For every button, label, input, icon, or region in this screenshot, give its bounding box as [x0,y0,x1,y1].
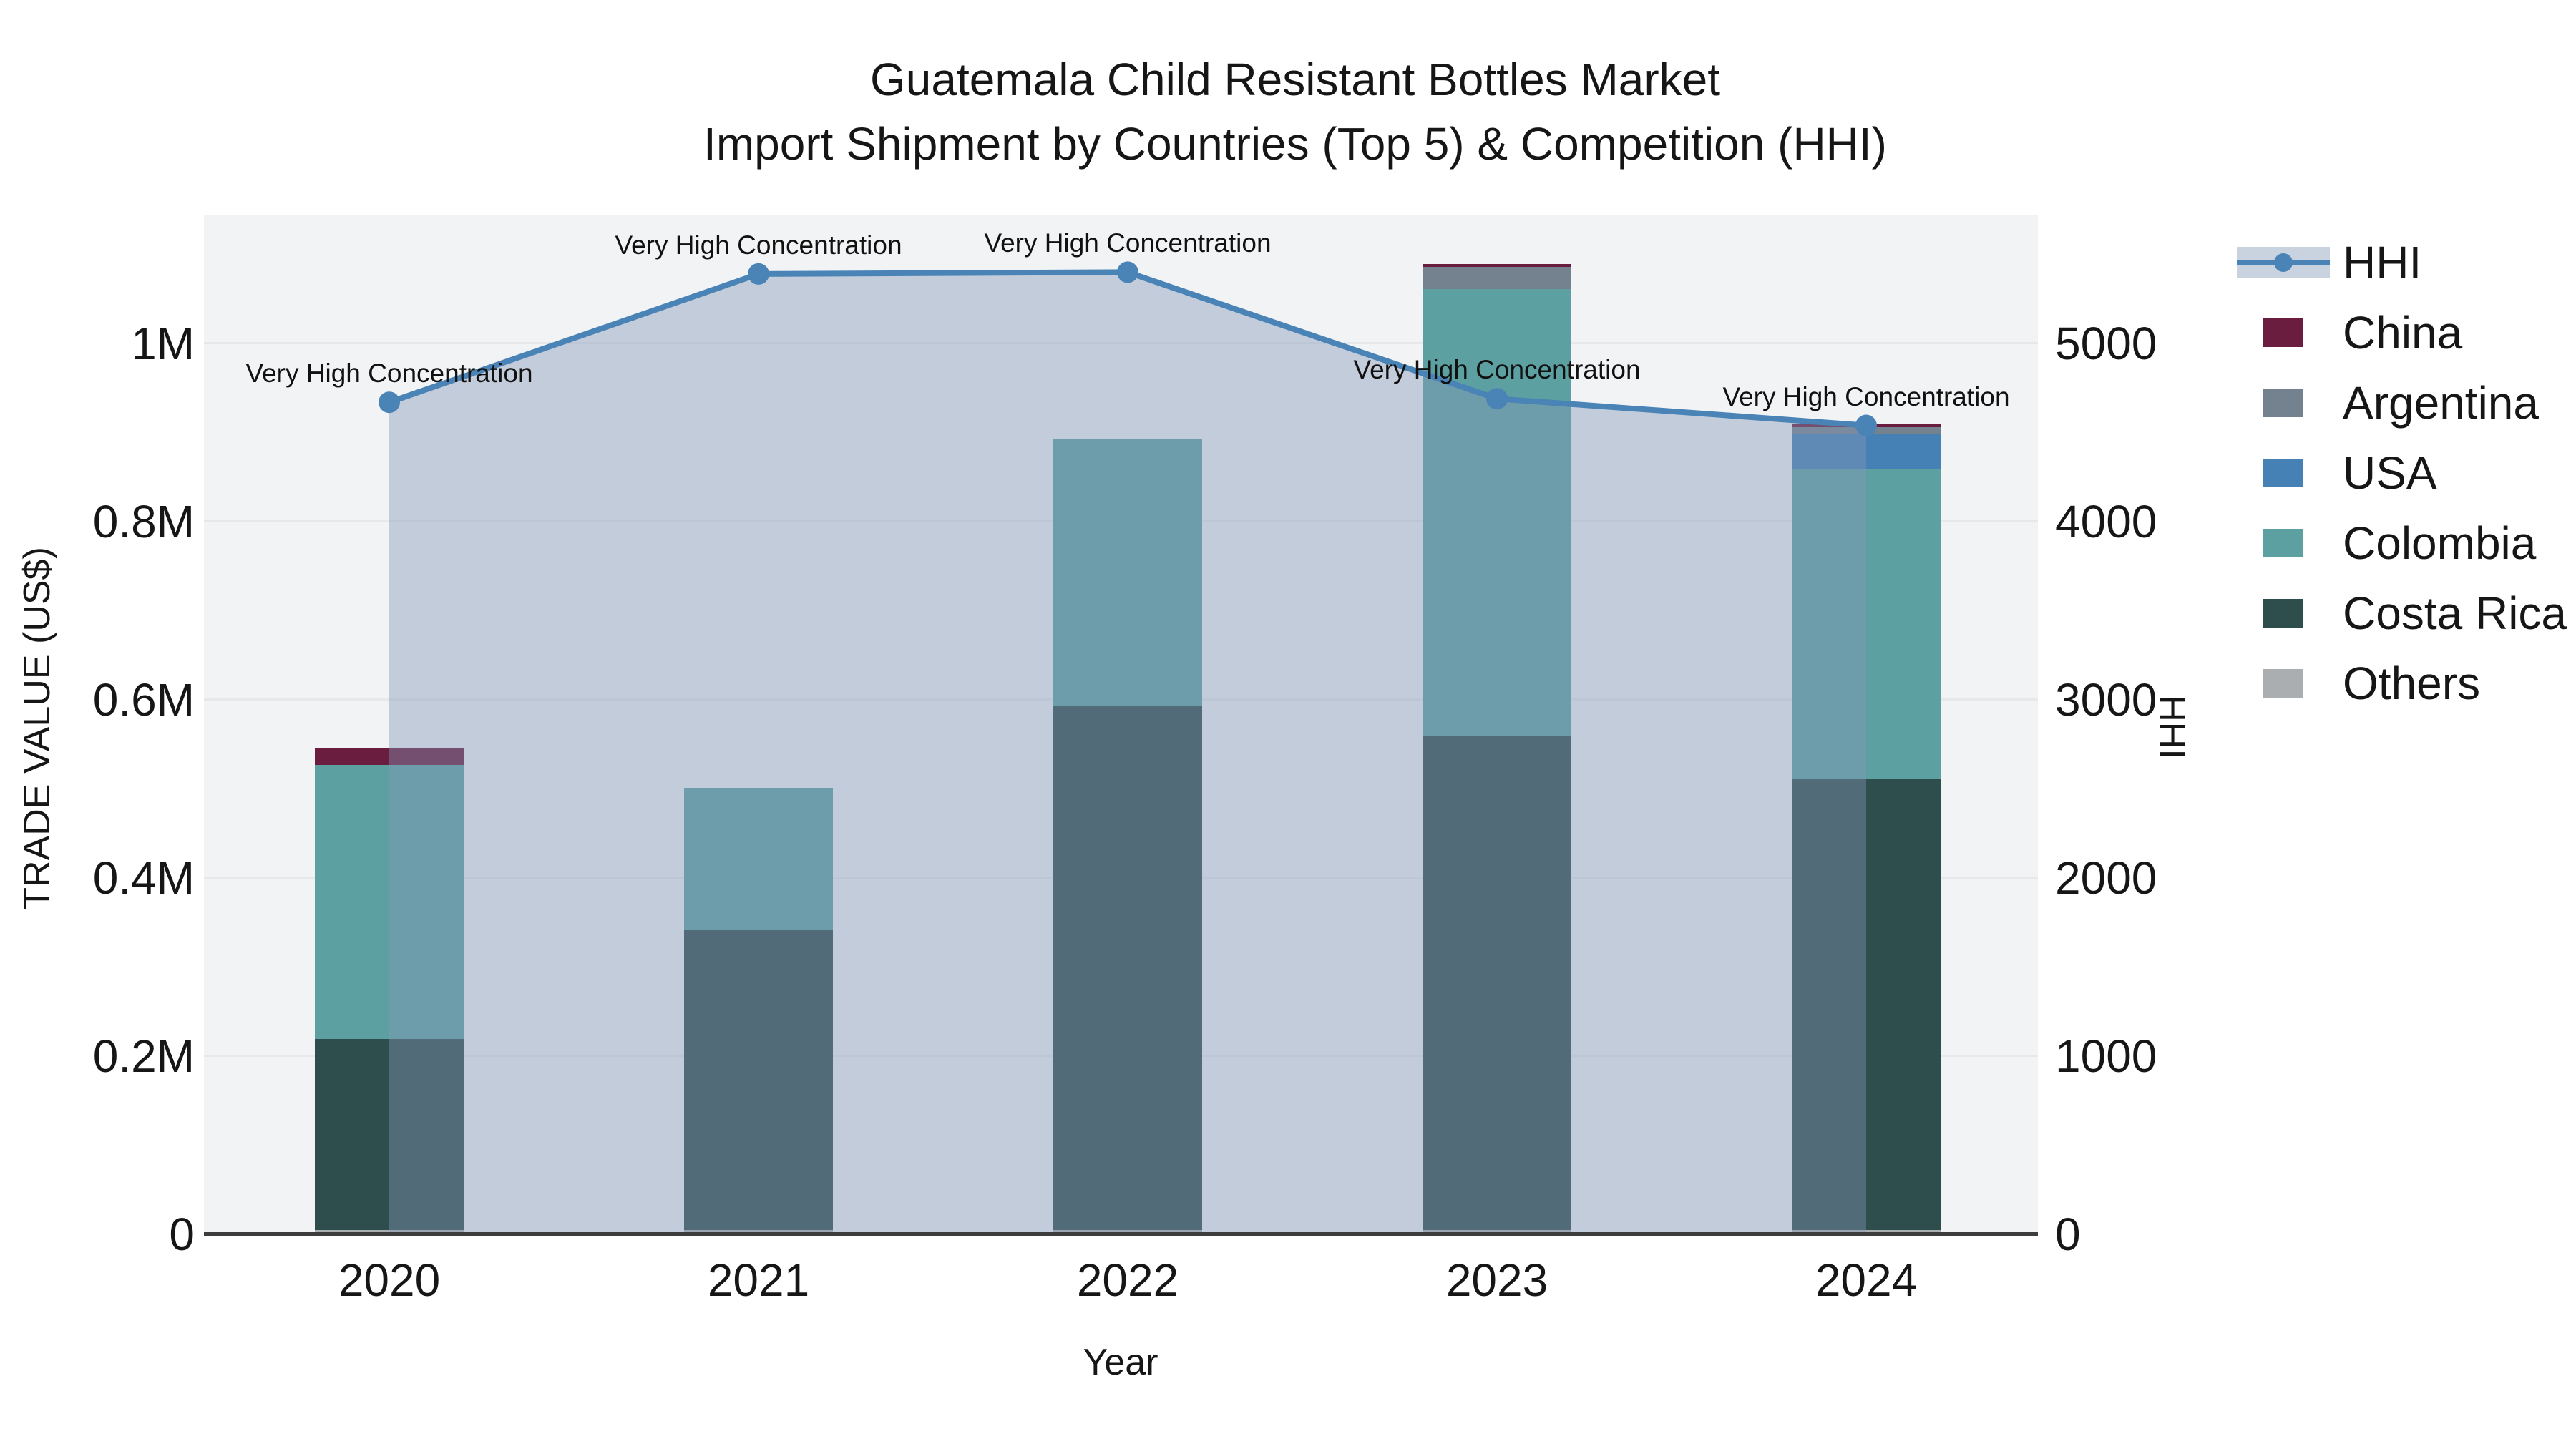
xtick-2022: 2022 [1076,1254,1179,1306]
chart-title-line2: Import Shipment by Countries (Top 5) & C… [703,118,1887,170]
gridline-1M [204,342,2038,345]
bar-segment-costa-rica-2021 [684,930,833,1230]
bar-segment-usa-2024 [1792,434,1941,469]
bar-segment-colombia-2023 [1423,289,1571,736]
legend: HHI China Argentina USA Colombia Costa Rica Ot… [2237,228,2567,718]
annotation-2020: Very High Concentration [245,358,533,389]
legend-swatch-wrap [2237,669,2330,698]
bar-segment-colombia-2021 [684,788,833,931]
hhi-fill-swatch [2237,247,2330,278]
legend-item-china[interactable]: China [2237,298,2567,368]
hhi-area-fill [389,272,1866,1234]
hhi-overlay [379,261,1877,1234]
legend-swatch-wrap [2237,599,2330,628]
legend-hhi-line-sample [2237,247,2330,278]
x-axis-title: Year [1083,1342,1158,1383]
ytick-right-0: 0 [2055,1209,2081,1260]
hhi-marker-2020 [379,391,400,414]
bar-segment-costa-rica-2024 [1792,779,1941,1230]
xtick-2021: 2021 [707,1254,810,1306]
legend-label: Colombia [2343,517,2537,569]
costa-rica-color-swatch [2263,599,2303,628]
hhi-marker-2022 [1117,261,1138,283]
bar-segment-others-2022 [1053,1229,1202,1234]
xtick-2023: 2023 [1445,1254,1548,1306]
legend-item-argentina[interactable]: Argentina [2237,368,2567,438]
y-axis-left-title: TRADE VALUE (US$) [16,547,58,910]
bar-segment-china-2020 [315,748,464,765]
bar-segment-others-2021 [684,1229,833,1234]
ytick-left-0.2M: 0.2M [92,1030,195,1082]
ytick-right-5000: 5000 [2055,318,2157,370]
hhi-marker-2023 [1486,388,1508,410]
chart-title: Guatemala Child Resistant Bottles Market… [703,47,1887,176]
hhi-marker-2024 [1855,414,1877,436]
ytick-right-4000: 4000 [2055,496,2157,548]
bar-segment-colombia-2024 [1792,469,1941,779]
others-color-swatch [2263,669,2303,698]
hhi-marker-2021 [748,263,769,285]
colombia-color-swatch [2263,529,2303,557]
ytick-right-1000: 1000 [2055,1030,2157,1082]
legend-label: Costa Rica [2343,587,2567,639]
bar-segment-others-2024 [1792,1229,1941,1234]
legend-item-usa[interactable]: USA [2237,438,2567,508]
bar-segment-costa-rica-2023 [1423,735,1571,1230]
bar-segment-argentina-2023 [1423,266,1571,290]
legend-label: China [2343,307,2463,358]
bar-segment-costa-rica-2020 [315,1039,464,1230]
legend-swatch-wrap [2237,318,2330,347]
argentina-color-swatch [2263,389,2303,417]
bar-segment-costa-rica-2022 [1053,706,1202,1230]
legend-item-others[interactable]: Others [2237,648,2567,718]
legend-label: HHI [2343,237,2422,288]
legend-item-colombia[interactable]: Colombia [2237,508,2567,578]
ytick-right-3000: 3000 [2055,674,2157,726]
annotation-2021: Very High Concentration [615,230,902,260]
legend-item-hhi[interactable]: HHI [2237,228,2567,298]
bar-segment-colombia-2020 [315,764,464,1040]
plot-area: Very High Concentration Very High Concent… [204,215,2038,1234]
annotation-2022: Very High Concentration [984,228,1272,258]
legend-swatch-wrap [2237,459,2330,487]
ytick-left-0.4M: 0.4M [92,852,195,904]
bar-segment-china-2023 [1423,264,1571,267]
hhi-marker-swatch [2274,253,2293,272]
china-color-swatch [2263,318,2303,347]
y-axis-right-title: HHI [2151,695,2192,759]
bar-segment-colombia-2022 [1053,439,1202,706]
bar-segment-others-2023 [1423,1229,1571,1234]
ytick-left-0.6M: 0.6M [92,673,195,726]
ytick-left-1M: 1M [131,317,195,369]
ytick-right-2000: 2000 [2055,852,2157,904]
xtick-2024: 2024 [1815,1254,1918,1306]
legend-swatch-wrap [2237,389,2330,417]
legend-label: Others [2343,658,2481,709]
legend-label: Argentina [2343,377,2539,429]
chart-title-line1: Guatemala Child Resistant Bottles Market [869,54,1721,105]
usa-color-swatch [2263,459,2303,487]
legend-label: USA [2343,447,2437,499]
annotation-2023: Very High Concentration [1353,355,1641,385]
x-axis-line [204,1232,2038,1236]
legend-item-costa-rica[interactable]: Costa Rica [2237,578,2567,648]
bar-segment-others-2020 [315,1229,464,1234]
legend-swatch-wrap [2237,529,2330,557]
xtick-2020: 2020 [338,1254,441,1306]
ytick-left-0.8M: 0.8M [92,495,195,547]
ytick-left-0: 0 [169,1209,195,1260]
annotation-2024: Very High Concentration [1722,381,2010,411]
